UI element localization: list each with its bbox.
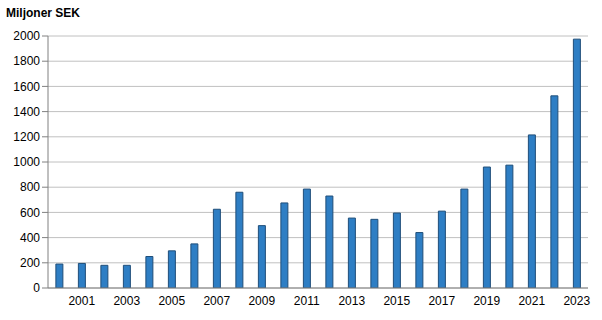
- svg-text:2017: 2017: [428, 294, 455, 308]
- svg-text:2019: 2019: [473, 294, 500, 308]
- svg-text:2023: 2023: [563, 294, 590, 308]
- svg-text:1800: 1800: [13, 54, 40, 68]
- svg-text:2005: 2005: [158, 294, 185, 308]
- svg-text:200: 200: [20, 256, 40, 270]
- svg-text:1000: 1000: [13, 155, 40, 169]
- svg-text:2011: 2011: [294, 294, 320, 308]
- svg-text:800: 800: [20, 180, 40, 194]
- svg-text:2003: 2003: [113, 294, 140, 308]
- svg-text:1400: 1400: [13, 105, 40, 119]
- svg-text:2001: 2001: [68, 294, 95, 308]
- svg-text:0: 0: [33, 281, 40, 295]
- svg-text:1600: 1600: [13, 80, 40, 94]
- svg-text:2021: 2021: [518, 294, 545, 308]
- svg-text:1200: 1200: [13, 130, 40, 144]
- svg-text:2007: 2007: [203, 294, 230, 308]
- svg-text:2009: 2009: [248, 294, 275, 308]
- svg-text:2015: 2015: [383, 294, 410, 308]
- html-text:Miljoner SEK: Miljoner SEK: [6, 6, 80, 20]
- svg-text:600: 600: [20, 206, 40, 220]
- svg-text:2000: 2000: [13, 29, 40, 43]
- svg-text:2013: 2013: [338, 294, 365, 308]
- svg-text:400: 400: [20, 231, 40, 245]
